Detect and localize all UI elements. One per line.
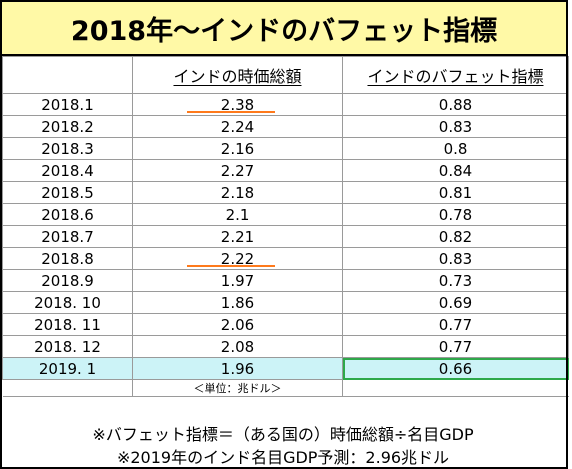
market-cap-value: 2.06 — [220, 315, 255, 334]
market-cap-cell[interactable]: 2.22 — [132, 247, 343, 270]
date-cell[interactable]: 2018. 10 — [2, 291, 133, 314]
market-cap-cell[interactable]: 2.18 — [132, 181, 343, 204]
market-cap-value: 2.16 — [220, 139, 255, 158]
footnote-gdp-forecast: ※2019年のインド名目GDP予測：2.96兆ドル — [116, 448, 450, 467]
market-cap-value: 2.21 — [220, 227, 255, 246]
date-cell[interactable]: 2018.7 — [2, 225, 133, 248]
date-cell[interactable]: 2018. 12 — [2, 335, 133, 358]
table-row: 2018.9 1.97 0.73 — [2, 269, 569, 292]
buffett-indicator-cell[interactable]: 0.83 — [342, 115, 569, 138]
header-buffett-indicator-label: インドのバフェット指標 — [367, 67, 544, 86]
page-title: 2018年～インドのバフェット指標 — [0, 0, 568, 56]
market-cap-cell[interactable]: 2.24 — [132, 115, 343, 138]
table-row: 2019. 1 1.96 0.66 — [2, 357, 569, 380]
market-cap-cell[interactable]: 1.97 — [132, 269, 343, 292]
date-cell[interactable]: 2018.3 — [2, 137, 133, 160]
header-row: インドの時価総額 インドのバフェット指標 — [2, 56, 569, 94]
market-cap-value: 1.97 — [220, 271, 255, 290]
buffett-indicator-cell[interactable]: 0.82 — [342, 225, 569, 248]
market-cap-cell[interactable]: 1.86 — [132, 291, 343, 314]
table-row: 2018. 12 2.08 0.77 — [2, 335, 569, 358]
market-cap-cell[interactable]: 2.1 — [132, 203, 343, 226]
buffett-indicator-cell[interactable]: 0.84 — [342, 159, 569, 182]
market-cap-value: 2.18 — [220, 183, 255, 202]
table-row: 2018.3 2.16 0.8 — [2, 137, 569, 160]
frame-right — [566, 56, 568, 469]
table-row: 2018.6 2.1 0.78 — [2, 203, 569, 226]
market-cap-value: 2.24 — [220, 117, 255, 136]
header-cell-buffett-indicator[interactable]: インドのバフェット指標 — [342, 56, 569, 94]
buffett-indicator-cell[interactable]: 0.73 — [342, 269, 569, 292]
table-row: 2018.8 2.22 0.83 — [2, 247, 569, 270]
market-cap-value: 2.27 — [220, 161, 255, 180]
date-cell[interactable]: 2018.4 — [2, 159, 133, 182]
date-cell[interactable]: 2018.2 — [2, 115, 133, 138]
empty-cell[interactable] — [342, 379, 569, 397]
table-row: 2018.7 2.21 0.82 — [2, 225, 569, 248]
date-cell[interactable]: 2018.5 — [2, 181, 133, 204]
table-row: 2018.1 2.38 0.88 — [2, 93, 569, 116]
buffett-indicator-cell[interactable]: 0.77 — [342, 313, 569, 336]
table-row: 2018.4 2.27 0.84 — [2, 159, 569, 182]
date-cell[interactable]: 2019. 1 — [2, 357, 133, 380]
date-cell[interactable]: 2018.1 — [2, 93, 133, 116]
header-cell-market-cap[interactable]: インドの時価総額 — [132, 56, 343, 94]
market-cap-value: 2.22 — [220, 249, 255, 268]
date-cell[interactable]: 2018.6 — [2, 203, 133, 226]
buffett-indicator-cell[interactable]: 0.88 — [342, 93, 569, 116]
buffett-indicator-cell[interactable]: 0.69 — [342, 291, 569, 314]
empty-cell[interactable] — [2, 379, 133, 397]
market-cap-cell[interactable]: 2.16 — [132, 137, 343, 160]
unit-note[interactable]: ＜単位：兆ドル＞ — [132, 379, 343, 397]
frame-left — [0, 56, 2, 469]
buffett-indicator-cell[interactable]: 0.77 — [342, 335, 569, 358]
buffett-indicator-cell[interactable]: 0.81 — [342, 181, 569, 204]
market-cap-value: 2.1 — [225, 205, 250, 224]
data-table: インドの時価総額 インドのバフェット指標 2018.1 2.38 0.88 2018.… — [2, 56, 569, 397]
date-cell[interactable]: 2018. 11 — [2, 313, 133, 336]
buffett-indicator-cell[interactable]: 0.78 — [342, 203, 569, 226]
orange-underline-mark — [187, 265, 276, 267]
header-cell-date[interactable] — [2, 56, 133, 94]
market-cap-value: 2.08 — [220, 337, 255, 356]
market-cap-cell[interactable]: 2.38 — [132, 93, 343, 116]
market-cap-cell[interactable]: 2.21 — [132, 225, 343, 248]
market-cap-cell[interactable]: 2.08 — [132, 335, 343, 358]
unit-row: ＜単位：兆ドル＞ — [2, 379, 569, 397]
table-row: 2018. 10 1.86 0.69 — [2, 291, 569, 314]
date-cell[interactable]: 2018.8 — [2, 247, 133, 270]
buffett-indicator-cell[interactable]: 0.83 — [342, 247, 569, 270]
date-cell[interactable]: 2018.9 — [2, 269, 133, 292]
market-cap-value: 1.96 — [220, 359, 255, 378]
header-market-cap-label: インドの時価総額 — [173, 67, 302, 86]
market-cap-value: 1.86 — [220, 293, 255, 312]
market-cap-value: 2.38 — [220, 95, 255, 114]
frame-bottom — [0, 467, 568, 469]
market-cap-cell[interactable]: 2.27 — [132, 159, 343, 182]
market-cap-cell[interactable]: 1.96 — [132, 357, 343, 380]
table-row: 2018. 11 2.06 0.77 — [2, 313, 569, 336]
footnote-formula: ※バフェット指標＝（ある国の）時価総額÷名目GDP — [92, 425, 474, 444]
orange-underline-mark — [187, 111, 276, 113]
market-cap-cell[interactable]: 2.06 — [132, 313, 343, 336]
table-row: 2018.5 2.18 0.81 — [2, 181, 569, 204]
buffett-indicator-cell[interactable]: 0.66 — [342, 357, 569, 380]
table-row: 2018.2 2.24 0.83 — [2, 115, 569, 138]
buffett-indicator-cell[interactable]: 0.8 — [342, 137, 569, 160]
